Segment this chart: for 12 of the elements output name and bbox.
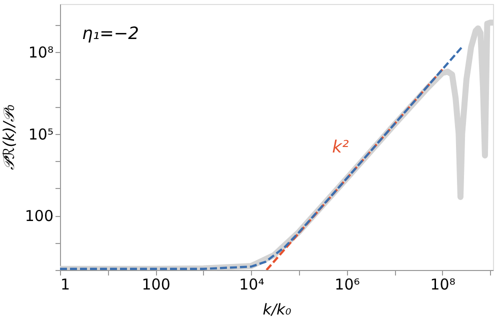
x-tick-label: 10⁶	[334, 276, 360, 294]
y-axis-title: 𝒫ℛ(k)/𝒫₀	[0, 104, 18, 170]
x-tick-label: 10⁴	[239, 276, 264, 294]
series-label: k²	[332, 138, 349, 158]
y-tick-label: 10⁵	[28, 125, 54, 144]
annotation: η₁=−2	[82, 24, 139, 44]
y-tick-label: 100	[24, 207, 54, 226]
y-tick-label: 10⁸	[28, 44, 54, 62]
x-tick-label: 100	[142, 276, 170, 294]
x-tick-label: 1	[60, 276, 70, 294]
x-tick-label: 10⁸	[430, 276, 456, 294]
x-axis-title: k/k₀	[262, 300, 292, 318]
